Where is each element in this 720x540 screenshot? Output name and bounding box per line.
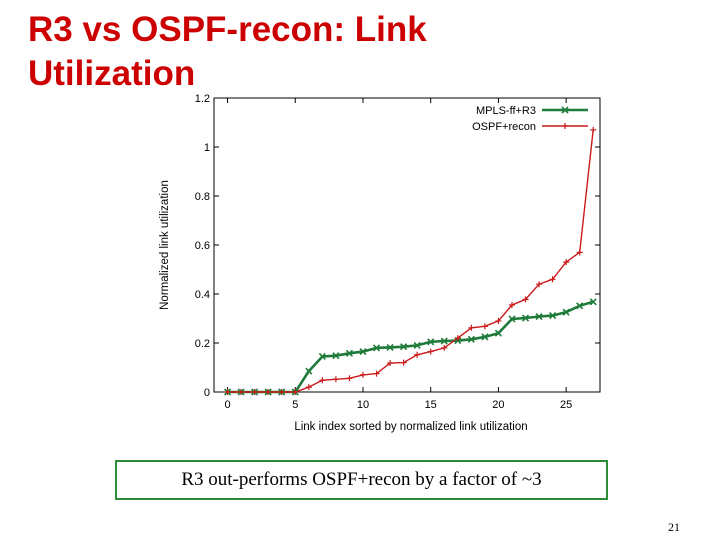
ospf-recon-point xyxy=(563,259,570,266)
mpls-ff-r3-point xyxy=(440,337,448,345)
legend-entry-marker xyxy=(562,123,568,129)
mpls-ff-r3-point xyxy=(372,344,381,352)
mpls-ff-r3-point xyxy=(589,298,597,306)
y-tick-label: 1.2 xyxy=(195,93,210,105)
chart-background xyxy=(150,86,620,440)
slide-title: R3 vs OSPF-recon: Link Utilization xyxy=(28,10,427,93)
mpls-ff-r3-point xyxy=(386,343,394,351)
y-tick-label: 0.6 xyxy=(195,240,210,252)
mpls-ff-r3-point xyxy=(576,302,584,310)
series-markers xyxy=(223,126,597,396)
callout-text: R3 out-performs OSPF+recon by a factor o… xyxy=(181,469,542,490)
y-tick-label: 0.4 xyxy=(195,289,210,301)
mpls-ff-r3-point xyxy=(318,352,326,361)
ospf-recon-point xyxy=(278,389,285,395)
mpls-ff-r3-point xyxy=(467,335,475,343)
mpls-ff-r3-point xyxy=(359,348,367,356)
ospf-recon-point xyxy=(292,389,299,395)
ospf-recon-point xyxy=(481,323,488,330)
legend-entry-label: OSPF+recon xyxy=(472,121,536,133)
mpls-ff-r3-point xyxy=(427,338,435,346)
legend-entry-label: MPLS-ff+R3 xyxy=(476,105,536,117)
ospf-recon-point xyxy=(549,276,556,283)
ospf-recon-point xyxy=(224,389,231,395)
mpls-ff-r3-point xyxy=(332,352,340,360)
mpls-ff-r3-point xyxy=(494,329,502,337)
y-tick-label: 1 xyxy=(204,142,210,154)
chart-legend: MPLS-ff+R3 OSPF+recon xyxy=(472,105,588,133)
y-axis-label: Normalized link utilization xyxy=(159,180,171,310)
ospf-recon-point xyxy=(319,377,326,384)
ospf-recon-point xyxy=(332,376,339,383)
y-axis-ticks: 0 0.2 0.4 0.6 0.8 1 1.2 xyxy=(195,93,600,399)
x-tick-label: 15 xyxy=(425,399,437,411)
x-tick-label: 25 xyxy=(560,399,572,411)
x-tick-label: 10 xyxy=(357,399,369,411)
ospf-recon-point xyxy=(305,384,312,391)
ospf-recon-point xyxy=(387,360,394,367)
mpls-ff-r3-point xyxy=(562,308,570,316)
mpls-ff-r3-point xyxy=(535,312,543,321)
series-lines xyxy=(227,129,594,394)
x-axis-label: Link index sorted by normalized link uti… xyxy=(294,421,527,433)
legend-entry-marker xyxy=(561,106,569,114)
mpls-ff-r3-point xyxy=(413,341,421,350)
ospf-recon-point xyxy=(346,375,353,382)
mpls-ff-r3-point xyxy=(508,315,516,323)
x-tick-label: 0 xyxy=(224,399,230,411)
ospf-recon-point xyxy=(265,389,272,395)
ospf-recon-point xyxy=(508,302,515,309)
ospf-recon-point xyxy=(536,281,543,288)
ospf-recon-point xyxy=(427,348,434,355)
mpls-ff-r3-point xyxy=(549,311,557,320)
ospf-recon-point xyxy=(576,249,583,256)
x-tick-label: 20 xyxy=(492,399,504,411)
mpls-ff-r3-point xyxy=(305,367,313,375)
ospf-recon-point xyxy=(441,344,448,351)
mpls-ff-r3-point xyxy=(521,314,530,322)
callout-box: R3 out-performs OSPF+recon by a factor o… xyxy=(115,460,608,500)
ospf-recon-point xyxy=(373,370,380,377)
link-utilization-chart: 0 0.2 0.4 0.6 0.8 1 1.2 0 5 10 15 20 25 Link index … xyxy=(150,86,620,440)
mpls-ff-r3-point xyxy=(400,343,408,351)
ospf-recon-point xyxy=(238,389,245,395)
mpls-ff-r3-point xyxy=(481,333,489,341)
ospf-recon-point xyxy=(454,335,461,342)
mpls-ff-r3-point xyxy=(345,349,354,357)
y-tick-label: 0.2 xyxy=(195,338,210,350)
ospf-recon-point xyxy=(414,351,421,358)
series-line-ospf-recon xyxy=(227,129,594,393)
ospf-recon-point xyxy=(468,324,475,331)
y-tick-label: 0 xyxy=(204,387,210,399)
ospf-recon-point xyxy=(522,296,529,303)
ospf-recon-point xyxy=(251,389,258,395)
page-number: 21 xyxy=(668,520,680,534)
x-axis-ticks: 0 5 10 15 20 25 xyxy=(224,98,572,411)
ospf-recon-point xyxy=(359,371,366,378)
ospf-recon-point xyxy=(495,317,502,324)
x-tick-label: 5 xyxy=(292,399,298,411)
ospf-recon-point xyxy=(590,126,597,133)
ospf-recon-point xyxy=(400,359,407,366)
y-tick-label: 0.8 xyxy=(195,191,210,203)
